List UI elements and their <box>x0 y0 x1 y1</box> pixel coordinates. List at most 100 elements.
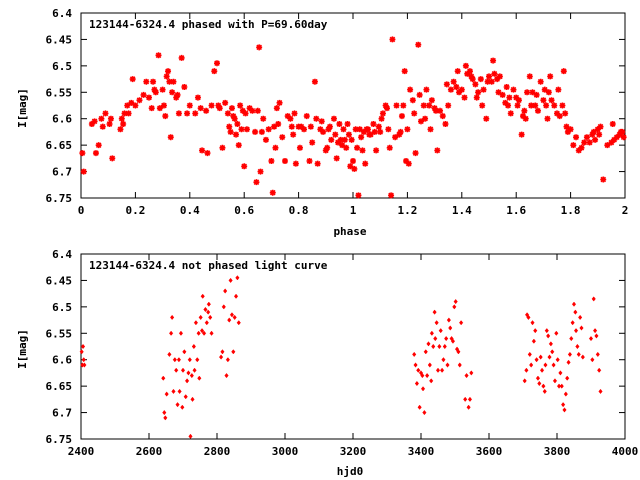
data-point <box>275 121 282 127</box>
data-point <box>578 144 585 151</box>
data-point <box>223 288 228 294</box>
data-point <box>563 123 570 130</box>
x-tick-label: 0.4 <box>180 204 200 217</box>
data-point <box>445 102 452 109</box>
data-point <box>613 134 620 141</box>
data-point <box>345 131 352 138</box>
data-point <box>415 41 422 48</box>
data-point <box>173 94 180 101</box>
x-tick-label: 1.4 <box>452 204 472 217</box>
x-tick-label: 3200 <box>340 445 367 458</box>
data-point <box>548 97 555 104</box>
data-point <box>502 99 509 106</box>
data-point <box>412 150 419 157</box>
data-point <box>562 110 569 117</box>
data-point <box>567 351 573 358</box>
data-point <box>198 314 203 321</box>
data-point <box>180 367 186 373</box>
data-point <box>237 102 244 109</box>
data-point <box>199 147 206 154</box>
data-point <box>604 142 611 149</box>
data-point <box>564 128 571 135</box>
data-point <box>400 102 407 109</box>
data-point <box>537 78 544 85</box>
data-point <box>513 94 520 101</box>
data-point <box>182 349 187 355</box>
data-point <box>284 113 291 120</box>
data-point <box>446 317 451 323</box>
data-point <box>190 396 195 402</box>
data-point <box>160 102 167 109</box>
data-point <box>117 126 124 133</box>
data-point <box>107 115 114 122</box>
data-point <box>503 84 510 90</box>
x-tick-label: 2600 <box>136 445 163 458</box>
data-point <box>208 102 215 109</box>
data-point <box>583 134 590 141</box>
data-point <box>457 362 462 368</box>
data-point <box>201 330 207 336</box>
data-point <box>596 131 603 138</box>
data-point <box>231 349 236 355</box>
data-point <box>573 134 580 141</box>
x-tick-label: 1.2 <box>397 204 417 217</box>
data-point <box>352 126 359 133</box>
data-point <box>371 128 378 135</box>
data-point <box>566 359 571 365</box>
data-point <box>235 275 240 281</box>
data-point <box>529 362 534 368</box>
data-point <box>239 107 246 114</box>
data-point <box>238 126 245 133</box>
data-point <box>418 118 424 125</box>
data-point <box>456 89 463 96</box>
data-point <box>537 380 542 387</box>
data-point <box>544 328 549 334</box>
data-point <box>551 102 558 109</box>
data-point <box>347 163 354 170</box>
data-point <box>88 121 95 127</box>
data-point <box>426 102 433 109</box>
data-point <box>590 128 597 135</box>
x-tick-label: 0.8 <box>289 204 309 217</box>
data-point <box>313 115 320 122</box>
data-point <box>330 115 337 122</box>
data-point <box>166 78 173 85</box>
y-tick-label: 6.5 <box>52 301 72 314</box>
data-point <box>228 105 235 112</box>
data-point <box>392 134 399 141</box>
data-point <box>544 115 551 122</box>
data-point <box>164 391 169 397</box>
y-tick-label: 6.7 <box>52 166 72 179</box>
data-point <box>288 123 295 130</box>
data-point <box>269 189 276 196</box>
data-point <box>466 68 473 75</box>
data-point <box>373 147 380 154</box>
data-point <box>143 78 150 85</box>
data-point <box>341 136 348 143</box>
data-point <box>189 372 194 379</box>
data-point <box>570 320 575 326</box>
data-point <box>540 97 547 104</box>
data-point <box>597 123 604 130</box>
data-point <box>524 89 531 96</box>
data-point <box>432 309 437 315</box>
data-point <box>279 134 286 141</box>
data-point <box>306 158 313 164</box>
data-point <box>230 113 237 120</box>
data-point <box>559 383 564 389</box>
data-point <box>354 144 361 151</box>
data-point <box>423 349 428 355</box>
y-tick-label: 6.6 <box>52 354 72 367</box>
data-point <box>466 404 471 410</box>
data-point <box>79 150 86 157</box>
data-point <box>81 357 86 363</box>
data-point <box>296 144 303 151</box>
data-point <box>437 343 442 350</box>
data-point <box>591 296 596 302</box>
y-tick-label: 6.65 <box>46 380 73 393</box>
data-point <box>562 407 567 413</box>
data-point <box>204 150 211 157</box>
data-point <box>265 126 272 133</box>
data-point <box>565 375 570 381</box>
x-tick-label: 3400 <box>408 445 435 458</box>
